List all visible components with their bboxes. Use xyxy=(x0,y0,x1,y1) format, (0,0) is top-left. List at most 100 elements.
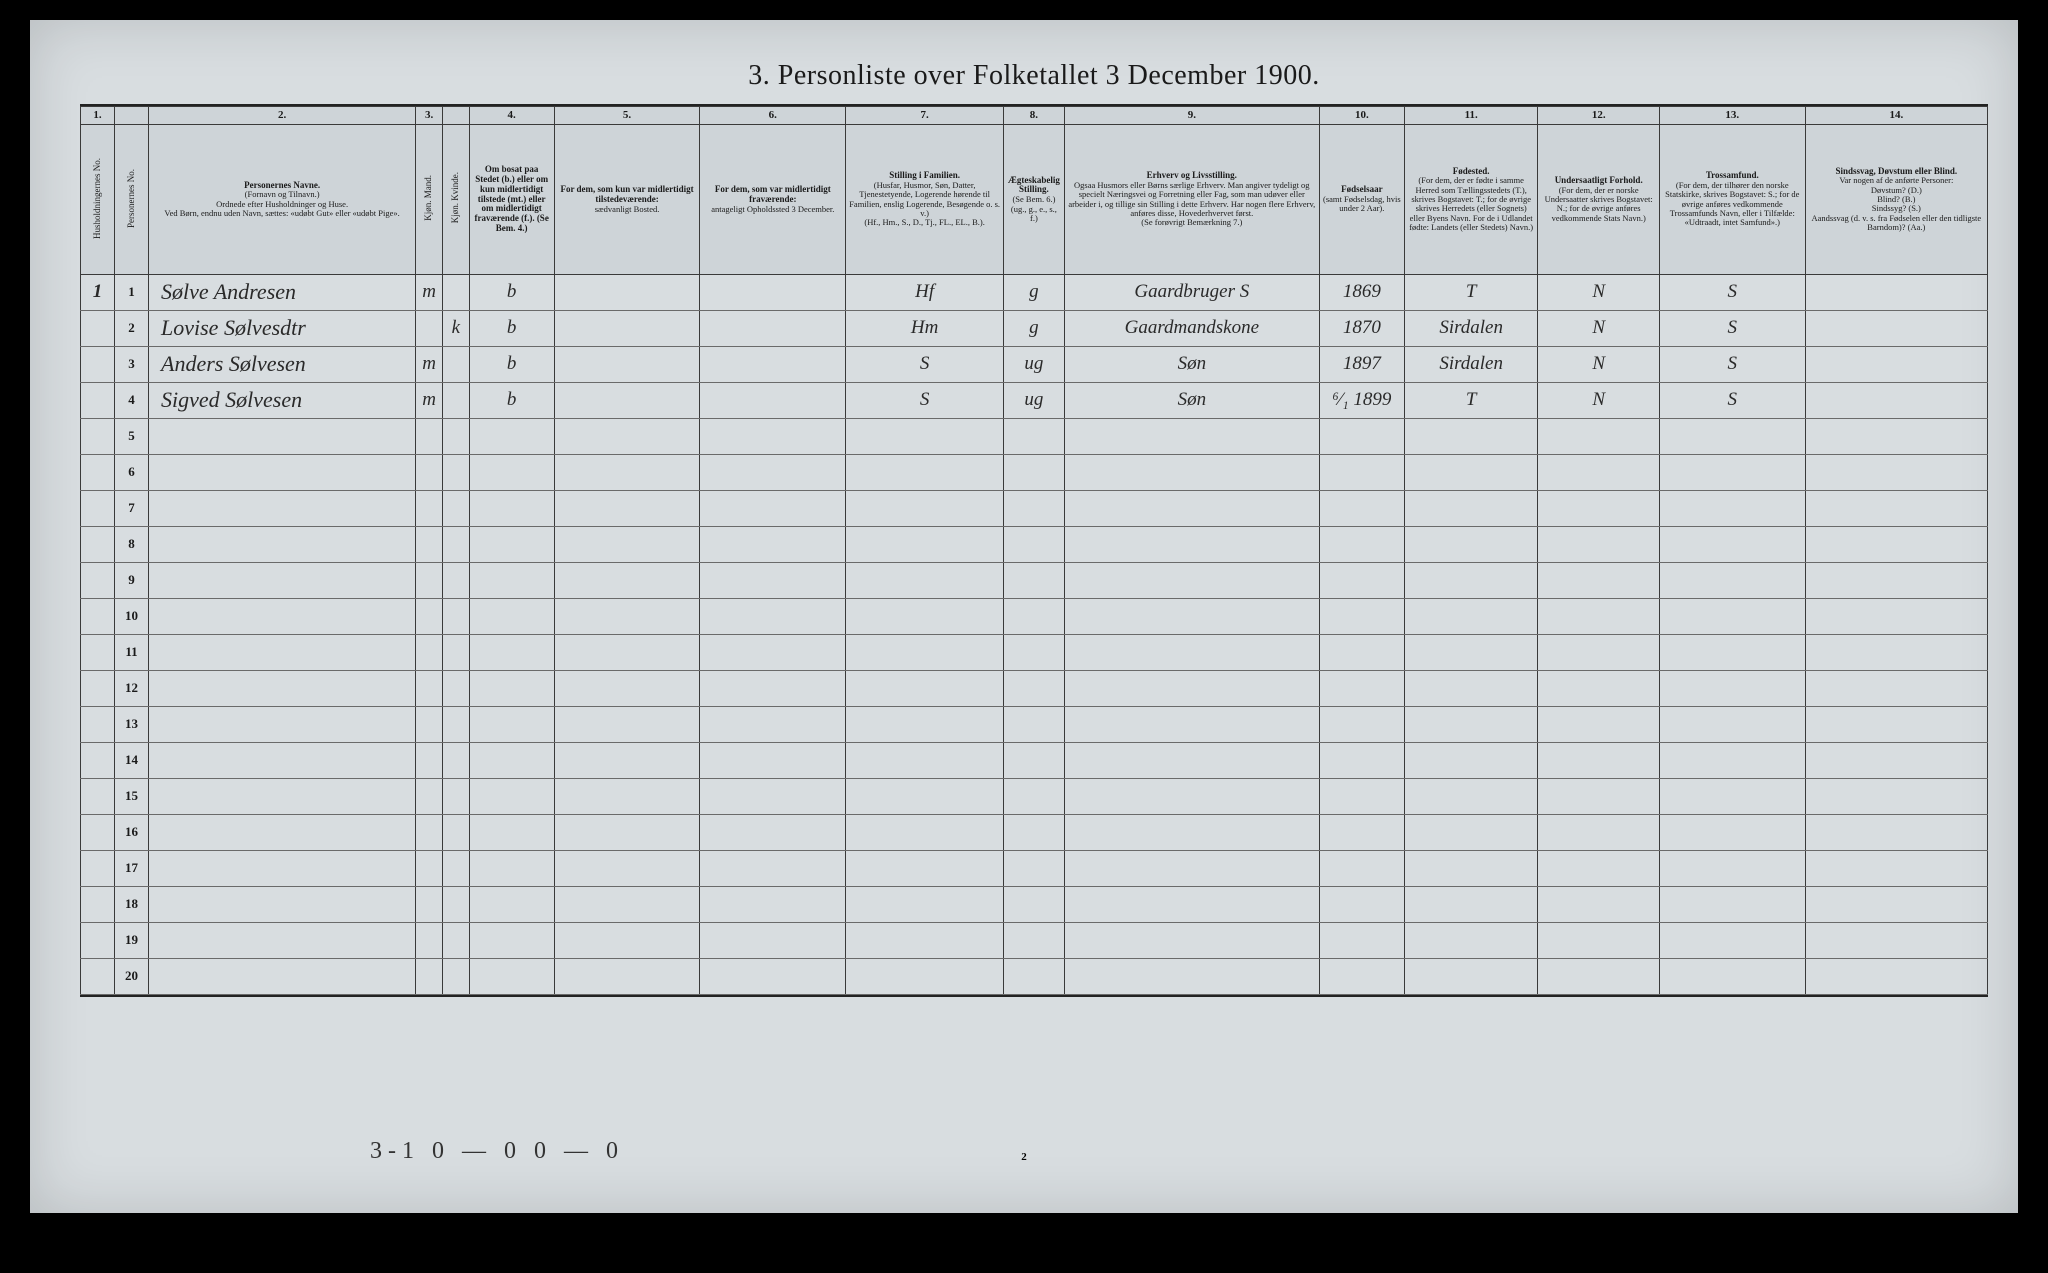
cell-nat xyxy=(1538,527,1659,563)
cell-year xyxy=(1319,815,1404,851)
cell-away xyxy=(700,671,846,707)
cell-nat xyxy=(1538,887,1659,923)
col-num: 9. xyxy=(1064,107,1319,125)
table-row: 3Anders SølvesenmbSugSøn1897SirdalenNS xyxy=(81,347,1988,383)
cell-name xyxy=(149,743,416,779)
cell-birthplace xyxy=(1404,743,1538,779)
cell-m xyxy=(416,311,443,347)
cell-m xyxy=(416,923,443,959)
cell-away xyxy=(700,455,846,491)
cell-k xyxy=(442,671,469,707)
cell-fam xyxy=(846,599,1004,635)
cell-nat xyxy=(1538,599,1659,635)
table-row: 2Lovise SølvesdtrkbHmgGaardmandskone1870… xyxy=(81,311,1988,347)
col-header: Ægteskabelig Stilling.(Se Bem. 6.)(ug., … xyxy=(1004,125,1065,275)
cell-pn: 10 xyxy=(115,599,149,635)
cell-fam xyxy=(846,527,1004,563)
cell-dis xyxy=(1805,563,1987,599)
cell-fam: S xyxy=(846,347,1004,383)
cell-birthplace: Sirdalen xyxy=(1404,347,1538,383)
cell-mar xyxy=(1004,707,1065,743)
cell-birthplace xyxy=(1404,887,1538,923)
cell-occ xyxy=(1064,455,1319,491)
cell-pn: 5 xyxy=(115,419,149,455)
col-num: 8. xyxy=(1004,107,1065,125)
cell-dis xyxy=(1805,311,1987,347)
col-num: 13. xyxy=(1659,107,1805,125)
cell-res: b xyxy=(469,347,554,383)
cell-away xyxy=(700,815,846,851)
cell-mar xyxy=(1004,959,1065,995)
cell-nat xyxy=(1538,743,1659,779)
cell-res xyxy=(469,455,554,491)
cell-hh xyxy=(81,563,115,599)
table-row: 18 xyxy=(81,887,1988,923)
cell-away xyxy=(700,959,846,995)
cell-res: b xyxy=(469,275,554,311)
cell-k xyxy=(442,707,469,743)
cell-away xyxy=(700,311,846,347)
cell-year xyxy=(1319,455,1404,491)
cell-m xyxy=(416,455,443,491)
cell-name xyxy=(149,455,416,491)
cell-rel: S xyxy=(1659,383,1805,419)
table-row: 11Sølve AndresenmbHfgGaardbruger S1869TN… xyxy=(81,275,1988,311)
cell-birthplace xyxy=(1404,923,1538,959)
table-row: 15 xyxy=(81,779,1988,815)
cell-rel: S xyxy=(1659,311,1805,347)
cell-occ xyxy=(1064,815,1319,851)
col-num: 3. xyxy=(416,107,443,125)
cell-temp xyxy=(554,347,700,383)
cell-m: m xyxy=(416,275,443,311)
col-header: Fødselsaar(samt Fødselsdag, hvis under 2… xyxy=(1319,125,1404,275)
cell-away xyxy=(700,599,846,635)
cell-k xyxy=(442,743,469,779)
cell-mar xyxy=(1004,563,1065,599)
cell-name xyxy=(149,671,416,707)
cell-name xyxy=(149,635,416,671)
col-header: Erhverv og Livsstilling.Ogsaa Husmors el… xyxy=(1064,125,1319,275)
cell-birthplace: T xyxy=(1404,275,1538,311)
cell-k xyxy=(442,275,469,311)
cell-nat xyxy=(1538,491,1659,527)
cell-mar xyxy=(1004,419,1065,455)
cell-nat: N xyxy=(1538,347,1659,383)
cell-nat xyxy=(1538,635,1659,671)
col-num: 2. xyxy=(149,107,416,125)
col-header: Stilling i Familien.(Husfar, Husmor, Søn… xyxy=(846,125,1004,275)
cell-rel xyxy=(1659,779,1805,815)
col-num: 14. xyxy=(1805,107,1987,125)
cell-pn: 17 xyxy=(115,851,149,887)
cell-year: ⁶⁄₁ 1899 xyxy=(1319,383,1404,419)
col-header: Kjøn. Mand. xyxy=(416,125,443,275)
cell-hh xyxy=(81,959,115,995)
cell-mar: g xyxy=(1004,275,1065,311)
cell-birthplace xyxy=(1404,527,1538,563)
cell-res: b xyxy=(469,311,554,347)
cell-pn: 7 xyxy=(115,491,149,527)
cell-occ xyxy=(1064,635,1319,671)
table-row: 12 xyxy=(81,671,1988,707)
cell-occ xyxy=(1064,527,1319,563)
cell-mar xyxy=(1004,491,1065,527)
cell-hh: 1 xyxy=(81,275,115,311)
cell-mar: ug xyxy=(1004,347,1065,383)
table-row: 4Sigved SølvesenmbSugSøn⁶⁄₁ 1899TNS xyxy=(81,383,1988,419)
cell-dis xyxy=(1805,851,1987,887)
cell-fam xyxy=(846,707,1004,743)
cell-year xyxy=(1319,959,1404,995)
table-row: 8 xyxy=(81,527,1988,563)
cell-nat xyxy=(1538,563,1659,599)
cell-name xyxy=(149,779,416,815)
cell-rel xyxy=(1659,707,1805,743)
cell-dis xyxy=(1805,491,1987,527)
cell-year xyxy=(1319,671,1404,707)
cell-rel xyxy=(1659,887,1805,923)
cell-year xyxy=(1319,743,1404,779)
cell-res xyxy=(469,887,554,923)
cell-name xyxy=(149,851,416,887)
col-num: 12. xyxy=(1538,107,1659,125)
cell-year: 1897 xyxy=(1319,347,1404,383)
cell-m xyxy=(416,815,443,851)
cell-fam: S xyxy=(846,383,1004,419)
